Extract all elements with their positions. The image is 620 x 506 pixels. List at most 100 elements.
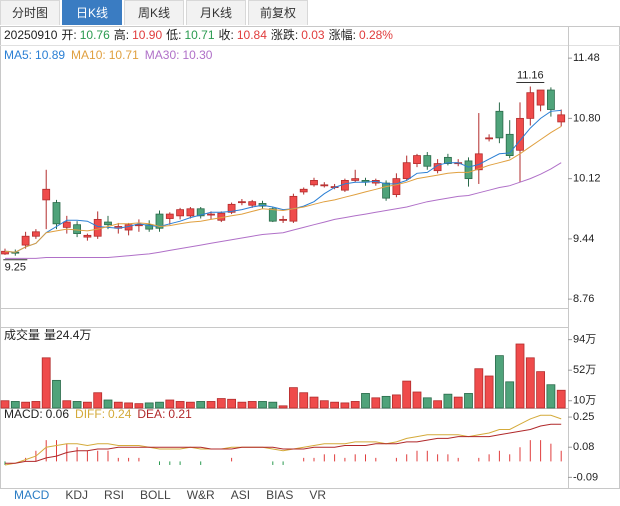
period-tab[interactable]: 月K线 [186, 0, 246, 25]
indicator-tab[interactable]: MACD [14, 488, 50, 502]
legend: 20250910 开: 10.76 高: 10.90 低: 10.71 收: 10.84 涨跌: 0… [4, 27, 393, 42]
candle-body [73, 224, 81, 234]
volume-bar [62, 400, 72, 409]
legend-value: 0.06 [46, 407, 70, 421]
volume-bar [196, 401, 206, 409]
legend-name: DEA: [137, 407, 165, 421]
period-tab[interactable]: 分时图 [0, 0, 60, 25]
volume-bar [258, 401, 267, 409]
volume-bar [288, 387, 298, 409]
ma-line [5, 162, 562, 259]
candle-body [443, 156, 452, 164]
info-label: 涨跌: [271, 27, 298, 42]
legend-value: 0.21 [168, 407, 192, 421]
volume-bar [0, 400, 10, 409]
volume-bar [525, 357, 535, 409]
volume-bar [350, 401, 360, 409]
candle-body [32, 231, 40, 237]
period-tab[interactable]: 前复权 [248, 0, 308, 25]
candle-body [299, 188, 308, 193]
candle-body [186, 208, 195, 217]
volume-bar [227, 398, 237, 409]
volume-bar [361, 393, 370, 409]
volume-bar [330, 401, 340, 409]
volume-bar [144, 402, 154, 409]
info-value: 10.71 [184, 28, 214, 42]
indicator-tab[interactable]: BOLL [140, 488, 171, 502]
info-value: 10.84 [237, 28, 267, 42]
volume-bar [216, 398, 226, 409]
candle-body [155, 213, 164, 229]
indicator-tab[interactable]: RSI [104, 488, 125, 502]
indicator-tab[interactable]: VR [309, 488, 327, 502]
volume-bar [402, 380, 412, 409]
legend-name: MA5: [4, 48, 32, 62]
candle-body [402, 162, 411, 180]
volume-bar [536, 371, 545, 409]
volume-bar [165, 399, 175, 409]
indicator-tab[interactable]: W&R [186, 488, 215, 502]
indicator-tabs: MACD KDJ RSI BOLL W&R ASI BIAS VR [6, 486, 334, 504]
volume-bar [21, 401, 31, 409]
candle-body [464, 160, 473, 180]
info-label: 收: [219, 28, 234, 42]
candle-body [505, 133, 514, 156]
volume-bar [319, 400, 329, 409]
y-tick-label: 0.25 [573, 411, 594, 423]
volume-bar [93, 392, 103, 409]
volume-bar [371, 397, 381, 409]
volume-bar [391, 394, 401, 409]
candle-body [536, 89, 545, 106]
volume-bar [124, 402, 133, 409]
info-value: 0.03 [301, 28, 325, 42]
info-label: 开: [61, 28, 76, 42]
volume-bar [10, 401, 20, 409]
period-tabs: 分时图 日K线 周K线 月K线 前复权 [0, 0, 310, 26]
volume-bar [556, 389, 566, 409]
volume-bar [381, 395, 391, 409]
legend: 成交量 量24.4万 [4, 327, 91, 342]
y-tick-label: 94万 [573, 334, 596, 346]
candle-body [196, 208, 205, 217]
y-tick-label: 0.08 [573, 441, 594, 453]
y-tick-label: 52万 [573, 364, 596, 376]
y-tick-label: 10万 [573, 395, 596, 407]
candle-body [1, 250, 9, 255]
date: 20250910 [4, 28, 58, 42]
candle-body [495, 110, 504, 139]
indicator-tab[interactable]: KDJ [65, 488, 89, 502]
period-tab[interactable]: 日K线 [62, 0, 122, 25]
volume-bar [278, 405, 288, 409]
candle-body [52, 202, 61, 225]
volume-bar [412, 391, 422, 409]
candle-body [547, 89, 555, 110]
candle-body [526, 92, 535, 119]
volume-bar [515, 343, 525, 409]
indicator-tab[interactable]: BIAS [266, 488, 294, 502]
volume-bar [443, 393, 453, 409]
min-label: 9.25 [5, 262, 26, 274]
max-label: 11.16 [517, 69, 544, 81]
legend: MACD: 0.06 DIFF: 0.24 DEA: 0.21 [4, 407, 192, 421]
volume-current: 量24.4万 [44, 328, 91, 342]
candle-body [62, 221, 71, 228]
volume-bar [72, 401, 82, 409]
period-tab[interactable]: 周K线 [124, 0, 184, 25]
volume-bar [453, 396, 463, 409]
candle-body [392, 178, 401, 195]
y-tick-label: 10.12 [573, 173, 601, 185]
candle-body [207, 213, 215, 216]
candle-body [351, 178, 360, 181]
volume-bar [31, 401, 41, 409]
volume-bar [299, 392, 309, 409]
candle-body [145, 224, 154, 230]
candle-body [21, 235, 30, 246]
volume-bar [247, 401, 257, 409]
candle-body [557, 114, 566, 123]
indicator-tab[interactable]: ASI [230, 488, 251, 502]
volume-bar [268, 401, 278, 409]
volume-bar [237, 401, 247, 409]
candle-body [227, 203, 236, 213]
